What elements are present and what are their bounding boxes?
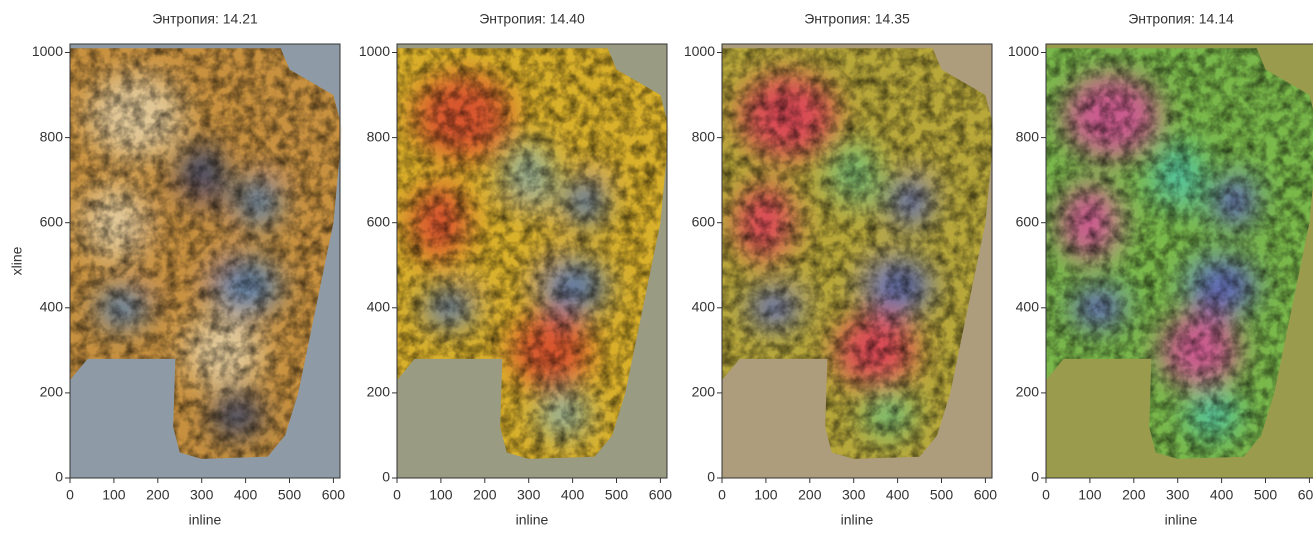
x-tick-label: 500 [930,487,954,503]
y-tick-label: 0 [1031,469,1039,485]
x-tick-label: 0 [718,487,726,503]
x-tick-label: 100 [754,487,778,503]
y-axis-label: xline [9,246,25,275]
x-axis-label: inline [1165,512,1198,528]
x-tick-label: 100 [102,487,126,503]
x-tick-label: 500 [278,487,302,503]
x-tick-label: 600 [974,487,998,503]
y-tick-label: 1000 [32,43,63,59]
x-tick-label: 300 [1166,487,1190,503]
x-tick-label: 400 [234,487,258,503]
y-tick-label: 400 [692,299,716,315]
y-tick-label: 200 [692,384,716,400]
x-tick-label: 300 [517,487,541,503]
x-axis-label: inline [189,512,222,528]
panel: Энтропия: 14.35 inline 0 100 200 300 400 500 600… [684,11,997,528]
y-tick-label: 600 [692,213,716,229]
panel-title: Энтропия: 14.35 [804,11,910,27]
chart: Энтропия: 14.21 inline xline 0 100 200 300 400 5… [0,0,1313,535]
y-tick-label: 0 [382,469,390,485]
y-tick-label: 800 [692,128,716,144]
panel-title: Энтропия: 14.14 [1128,11,1234,27]
y-tick-label: 1000 [1008,43,1039,59]
x-tick-label: 500 [605,487,629,503]
x-tick-label: 400 [1210,487,1234,503]
panel-title: Энтропия: 14.40 [479,11,585,27]
y-tick-label: 0 [55,469,63,485]
x-tick-label: 100 [1078,487,1102,503]
x-tick-label: 0 [66,487,74,503]
panel: Энтропия: 14.21 inline xline 0 100 200 300 400 5… [9,11,346,528]
x-tick-label: 500 [1254,487,1278,503]
y-tick-label: 400 [1016,299,1040,315]
x-tick-label: 300 [190,487,214,503]
panel-title: Энтропия: 14.21 [152,11,258,27]
x-tick-label: 600 [649,487,673,503]
x-tick-label: 300 [842,487,866,503]
x-tick-label: 200 [798,487,822,503]
x-tick-label: 600 [322,487,346,503]
x-tick-label: 100 [429,487,453,503]
x-tick-label: 0 [393,487,401,503]
y-tick-label: 200 [367,384,391,400]
y-tick-label: 0 [707,469,715,485]
x-axis-label: inline [841,512,874,528]
y-tick-label: 600 [1016,213,1040,229]
x-tick-label: 200 [473,487,497,503]
y-tick-label: 400 [40,299,64,315]
y-tick-label: 600 [40,213,64,229]
y-tick-label: 800 [1016,128,1040,144]
y-tick-label: 1000 [684,43,715,59]
y-tick-label: 600 [367,213,391,229]
y-tick-label: 1000 [359,43,390,59]
x-tick-label: 200 [146,487,170,503]
panel: Энтропия: 14.40 inline 0 100 200 300 400 500 600… [359,11,672,528]
y-tick-label: 200 [40,384,64,400]
x-tick-label: 0 [1042,487,1050,503]
x-tick-label: 400 [561,487,585,503]
y-tick-label: 800 [40,128,64,144]
x-tick-label: 400 [886,487,910,503]
y-tick-label: 400 [367,299,391,315]
y-tick-label: 800 [367,128,391,144]
x-tick-label: 600 [1298,487,1313,503]
x-axis-label: inline [516,512,549,528]
y-tick-label: 200 [1016,384,1040,400]
x-tick-label: 200 [1122,487,1146,503]
